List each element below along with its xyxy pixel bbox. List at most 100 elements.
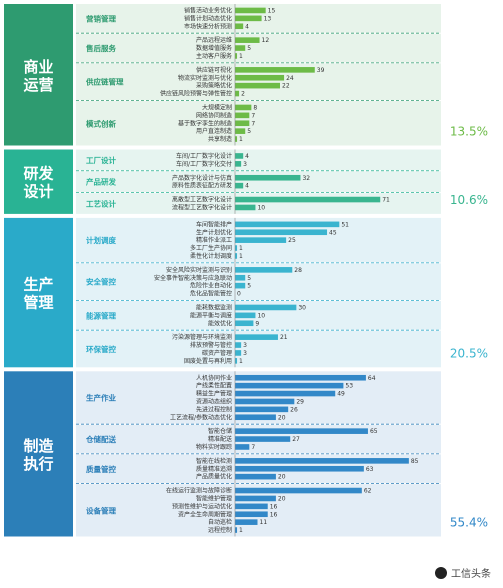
bar-label: 用户直连制造 [196,127,232,135]
bar-label: 精准作业派工 [196,236,232,244]
bar-value-label: 5 [247,275,251,282]
group-label: 计划调度 [86,235,116,245]
watermark: 工信头条 [435,565,491,580]
bar [235,358,238,364]
bar [235,196,381,203]
bar-value-label: 1 [239,53,243,60]
bar-label: 固废处置与再利用 [184,357,232,365]
bar-label: 碳资产管理 [202,349,232,357]
group-label: 工艺设计 [86,199,116,209]
watermark-text: 工信头条 [451,569,491,580]
bar-label: 产线柔性配置 [196,382,232,390]
bar [235,274,246,281]
bar-value-label: 3 [243,342,247,349]
bar-value-label: 10 [257,312,265,319]
group-label: 工厂设计 [86,155,116,165]
bar-label: 离散型工艺数字化设计 [172,196,232,204]
bar-label: 智能仓储 [208,427,232,435]
bar-label: 能效优化 [208,319,232,327]
bar-value-label: 1 [239,253,243,260]
category-label: 生产 [23,276,53,294]
bar [235,7,266,14]
bar [235,444,250,450]
bar-value-label: 4 [245,153,249,160]
bar-value-label: 65 [370,428,378,435]
bar-label: 多工厂生产协同 [190,244,232,252]
group-label: 能源管理 [86,310,116,320]
bar [235,511,268,518]
bar-value-label: 4 [245,23,249,30]
bar-label: 自动巡检 [208,518,232,526]
bar-value-label: 1 [239,245,243,252]
bar [235,428,368,434]
category-label: 研发 [23,165,54,183]
bar [235,104,252,111]
bar-value-label: 10 [257,205,265,212]
bar [235,503,268,510]
bar-label: 供应链可视化 [196,66,232,74]
bar [235,128,246,134]
bar-value-label: 32 [302,175,310,182]
bar-label: 远程控制 [208,526,232,534]
bar [235,382,344,389]
group-label: 环保管控 [86,344,116,354]
bar-value-label: 16 [270,503,278,510]
bar [235,282,246,289]
bar-label: 原料性质表征配方研发 [172,182,232,190]
category-label: 执行 [23,455,53,473]
category-share: 10.6% [450,193,488,207]
bar [235,136,238,142]
bar-value-label: 45 [329,229,337,236]
bar-label: 智能在线检测 [196,457,232,465]
bar-label: 共享制造 [208,135,232,143]
bar-label: 物料实时跟踪 [196,443,232,451]
bar-label: 安全事件智能决策与应急联动 [154,274,232,282]
group-label: 仓储配送 [85,434,116,444]
bar-label: 智能维护管理 [196,495,232,503]
bar-value-label: 53 [345,383,353,390]
bar [235,312,256,319]
bar-value-label: 7 [251,112,255,119]
category-block [4,217,73,368]
bar [235,458,409,464]
category-block [4,149,73,214]
bar-value-label: 29 [296,399,304,406]
bar-label: 市场快速分析预测 [184,22,232,30]
bar-value-label: 25 [288,237,296,244]
category-label: 制造 [23,437,53,455]
bar [235,245,238,251]
bar-label: 精准配送 [208,435,232,443]
bar-value-label: 1 [239,527,243,534]
bar-value-label: 21 [280,334,288,341]
bar-label: 车间/工厂数字化设计 [176,152,232,160]
bar [235,74,285,81]
bar [235,112,250,119]
bar-label: 资产全生命周期管理 [178,510,232,518]
bar-value-label: 9 [255,320,259,327]
bar [235,406,289,413]
bar-value-label: 27 [292,436,300,443]
bar [235,204,256,211]
category-block [4,4,73,146]
bar-label: 产品数字化设计与仿真 [172,174,232,182]
bar-value-label: 7 [251,444,255,451]
bar-value-label: 39 [317,67,325,74]
bar [235,237,287,243]
bar-value-label: 13 [264,15,272,22]
bar-value-label: 5 [247,45,251,52]
bar [235,304,297,311]
bar-value-label: 3 [243,350,247,357]
bar-label: 资源动态组织 [196,398,232,406]
bar-value-label: 71 [382,197,390,204]
bar-label: 物流实时监测与优化 [178,74,232,82]
group-label: 供应链管理 [85,77,124,87]
bar [235,45,246,51]
group-label: 安全管控 [86,277,116,287]
bar [235,23,244,30]
bar [235,15,262,22]
bar-value-label: 5 [247,283,251,290]
bar-label: 车间/工厂数字化交付 [176,160,232,168]
bar-value-label: 3 [243,161,247,168]
bar-label: 网络协同制造 [196,111,232,119]
